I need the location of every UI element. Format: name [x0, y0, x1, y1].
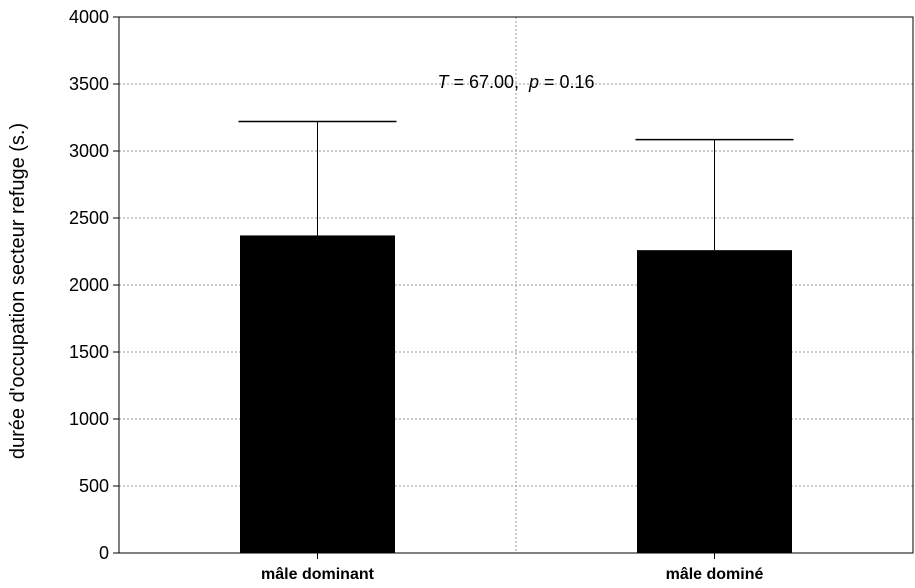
- y-tick-label: 4000: [69, 7, 109, 27]
- t-value: = 67.00,: [448, 72, 529, 92]
- y-tick-label: 2500: [69, 208, 109, 228]
- error-bars: [238, 120, 794, 251]
- x-axis-categories: mâle dominant mâle dominé: [261, 553, 764, 583]
- grid-lines: [119, 17, 913, 553]
- y-tick-label: 1000: [69, 409, 109, 429]
- y-tick-label: 3000: [69, 141, 109, 161]
- p-value: = 0.16: [539, 72, 595, 92]
- y-axis-ticks: 0 500 1000 1500 2000 2500 3000 3500 4000: [69, 7, 119, 563]
- x-category-label: mâle dominant: [261, 566, 375, 583]
- bar: [637, 250, 792, 553]
- y-tick-label: 1500: [69, 342, 109, 362]
- y-tick-label: 2000: [69, 275, 109, 295]
- bars: [240, 235, 792, 554]
- stat-annotation: T = 67.00, p = 0.16: [437, 72, 594, 92]
- x-category-label: mâle dominé: [666, 566, 764, 583]
- y-axis-title: durée d'occupation secteur refuge (s.): [7, 123, 29, 459]
- y-tick-label: 500: [79, 476, 109, 496]
- bar: [240, 235, 395, 554]
- y-tick-label: 0: [99, 543, 109, 563]
- t-symbol: T: [437, 72, 450, 92]
- y-tick-label: 3500: [69, 74, 109, 94]
- p-symbol: p: [528, 72, 539, 92]
